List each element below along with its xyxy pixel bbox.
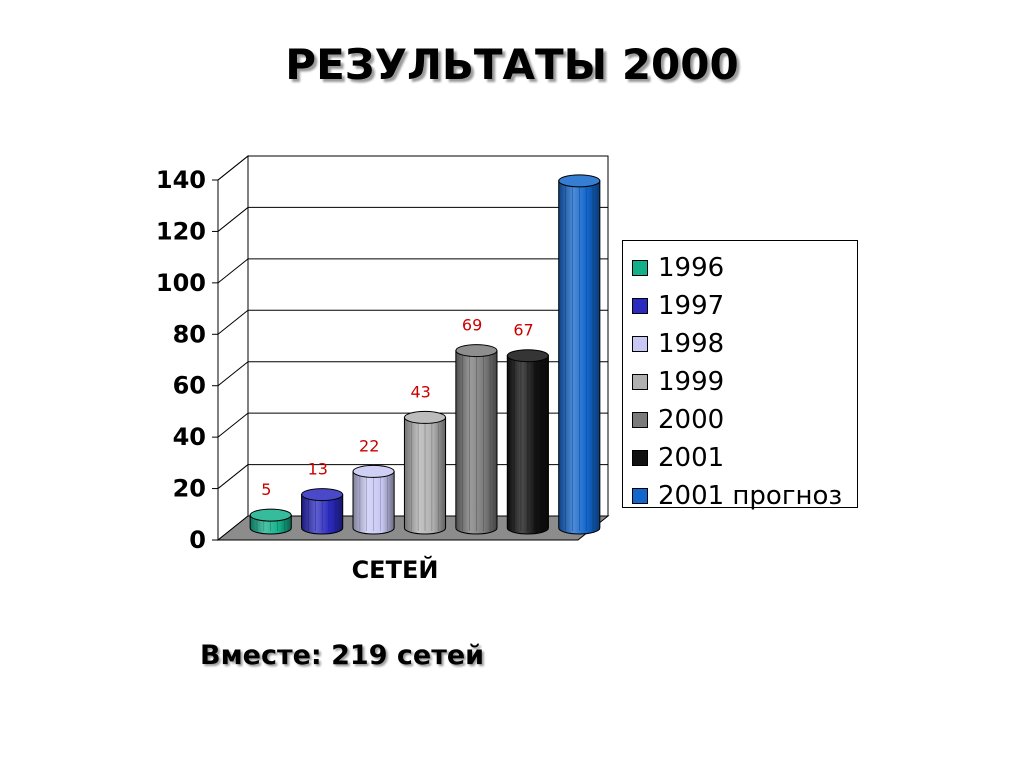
chart-legend: 1996 1997 1998 1999 2000 2001 2001 прогноз (622, 240, 858, 509)
y-tick-label: 20 (173, 475, 206, 503)
legend-item: 2000 (623, 401, 857, 439)
bar-top (506, 349, 549, 363)
legend-label: 2000 (658, 405, 725, 435)
legend-swatch (632, 336, 648, 352)
bar-top (249, 508, 292, 522)
bar-top (455, 344, 498, 358)
y-axis: 0 20 40 60 80 100 120 140 (156, 166, 219, 554)
legend-label: 2001 (658, 443, 725, 473)
gridline-side (217, 207, 249, 232)
y-tick-label: 120 (156, 217, 206, 245)
data-label: 67 (513, 321, 533, 340)
data-label: 43 (410, 382, 430, 401)
legend-swatch (632, 374, 648, 390)
legend-item: 1996 (623, 249, 857, 287)
bar-2001 (506, 349, 549, 535)
legend-label: 2001 прогноз (658, 481, 843, 511)
legend-item: 1999 (623, 363, 857, 401)
gridline-side (217, 412, 249, 438)
side-wall (217, 154, 249, 542)
x-axis: СЕТЕЙ (218, 539, 578, 584)
legend-item: 1998 (623, 325, 857, 363)
gridline-side (217, 309, 249, 335)
bar-1996 (249, 508, 292, 535)
legend-swatch (632, 260, 648, 276)
y-tick-label: 40 (173, 423, 206, 451)
gridline-side (217, 258, 249, 284)
gridline-side (217, 155, 249, 181)
legend-swatch (632, 412, 648, 428)
bar-top (558, 174, 601, 188)
y-tick-label: 80 (173, 320, 206, 348)
bar-1999 (403, 410, 447, 535)
data-label: 13 (308, 460, 328, 479)
legend-swatch (632, 450, 648, 466)
legend-label: 1996 (658, 253, 725, 283)
total-summary: Вместе: 219 сетей (200, 640, 485, 671)
data-labels: 5 13 22 43 69 67 (261, 316, 533, 500)
y-tick-label: 60 (173, 372, 206, 400)
legend-label: 1998 (658, 329, 725, 359)
data-label: 5 (261, 480, 271, 499)
legend-swatch (632, 488, 648, 504)
gridline-side (217, 464, 249, 489)
bar-top (403, 410, 447, 424)
y-tick-label: 100 (156, 269, 206, 297)
data-label: 69 (462, 316, 482, 335)
page-title: РЕЗУЛЬТАТЫ 2000 (285, 40, 739, 89)
chart-bars (249, 174, 601, 535)
gridline-side (217, 361, 249, 387)
bar-2000 (455, 344, 498, 535)
legend-swatch (632, 298, 648, 314)
legend-label: 1999 (658, 367, 725, 397)
y-tick-label: 140 (156, 166, 206, 194)
bar-1998 (352, 464, 395, 535)
bar-top (352, 464, 395, 478)
x-tick-label: СЕТЕЙ (352, 555, 439, 584)
bar-top (301, 488, 344, 502)
y-tick-label: 0 (189, 526, 206, 554)
legend-item: 2001 (623, 439, 857, 477)
legend-item: 2001 прогноз (623, 477, 857, 515)
legend-label: 1997 (658, 291, 725, 321)
bar-1997 (301, 488, 344, 535)
bar-2001-прогноз (558, 174, 601, 535)
legend-item: 1997 (623, 287, 857, 325)
data-label: 22 (359, 436, 379, 455)
